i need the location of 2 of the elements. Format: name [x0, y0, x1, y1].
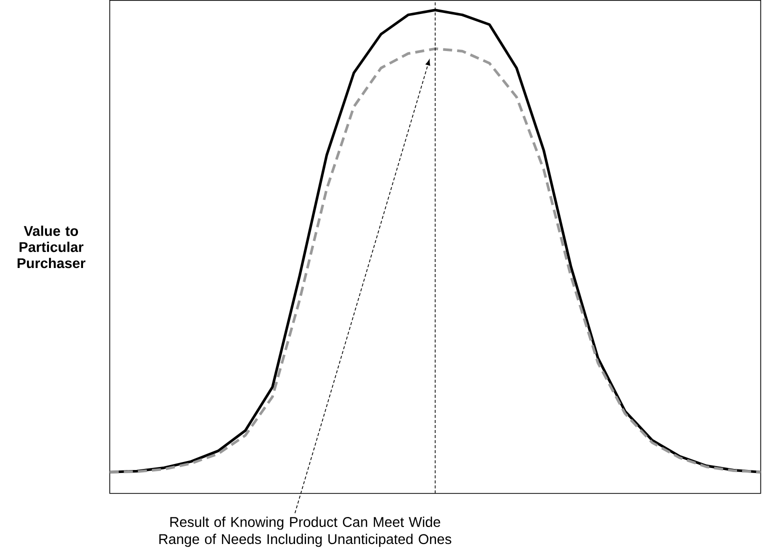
- y-axis-title: Value to Particular Purchaser: [18, 226, 86, 268]
- text: Result of Knowing Product Can Meet Wide Range of Needs Including Unanticipated Ones: [159, 516, 452, 547]
